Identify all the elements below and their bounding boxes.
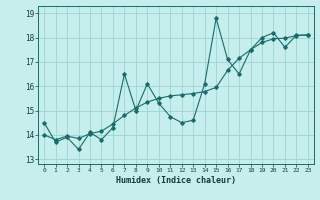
X-axis label: Humidex (Indice chaleur): Humidex (Indice chaleur) <box>116 176 236 185</box>
